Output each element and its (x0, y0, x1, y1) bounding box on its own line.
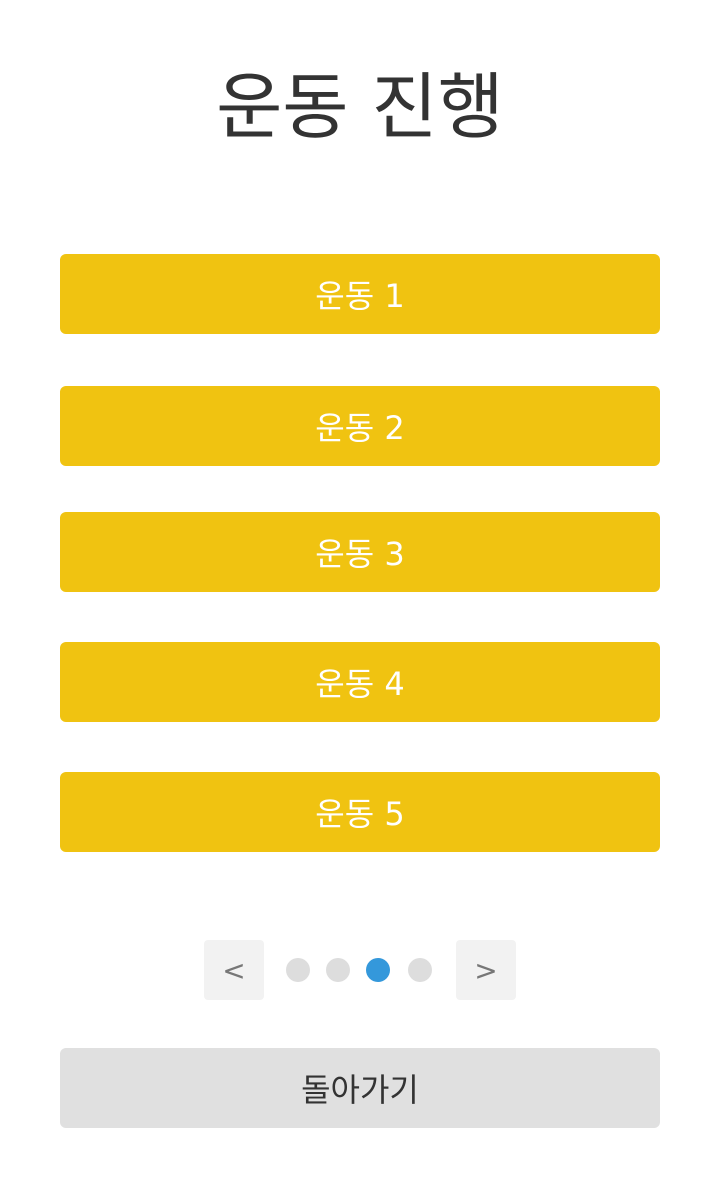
back-button-label: 돌아가기 (301, 1071, 419, 1109)
exercise-button-3[interactable]: 운동 3 (60, 512, 660, 592)
exercise-button-4[interactable]: 운동 4 (60, 642, 660, 722)
exercise-button-label: 운동 4 (315, 665, 405, 703)
exercise-button-label: 운동 1 (315, 277, 405, 315)
page-title: 운동 진행 (216, 65, 504, 149)
page-dot-1[interactable] (286, 958, 310, 982)
back-button[interactable]: 돌아가기 (60, 1048, 660, 1128)
page-dot-3-active[interactable] (366, 958, 390, 982)
prev-page-button[interactable]: < (204, 940, 264, 1000)
chevron-right-icon: > (474, 953, 498, 987)
exercise-button-label: 운동 2 (315, 409, 405, 447)
exercise-button-2[interactable]: 운동 2 (60, 386, 660, 466)
page-dot-2[interactable] (326, 958, 350, 982)
exercise-button-5[interactable]: 운동 5 (60, 772, 660, 852)
exercise-button-label: 운동 3 (315, 535, 405, 573)
page-dot-4[interactable] (408, 958, 432, 982)
chevron-left-icon: < (222, 953, 246, 987)
exercise-button-1[interactable]: 운동 1 (60, 254, 660, 334)
next-page-button[interactable]: > (456, 940, 516, 1000)
pagination: < > (0, 940, 720, 1000)
exercise-button-label: 운동 5 (315, 795, 405, 833)
